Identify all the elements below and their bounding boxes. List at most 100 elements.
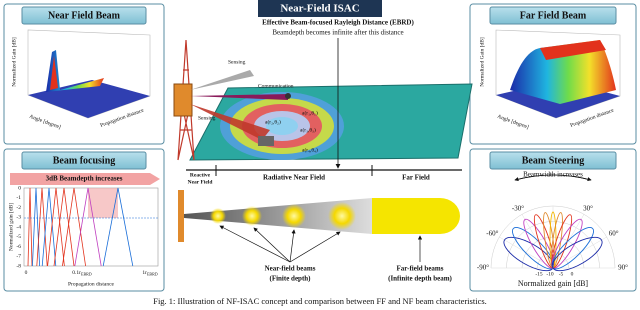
panel-title: Beam focusing bbox=[53, 155, 116, 166]
x-tick-label: 0 bbox=[25, 270, 28, 276]
sensing-beam bbox=[190, 104, 270, 140]
angle-label: -60° bbox=[486, 230, 498, 238]
arrow-band bbox=[10, 173, 160, 185]
beam-curve bbox=[53, 187, 75, 267]
point-label: a(r₄,θ₄) bbox=[302, 146, 318, 153]
beam-note: (Infinite depth beam) bbox=[388, 275, 452, 283]
surface-ridge bbox=[540, 40, 606, 60]
x-tick-label: 1rEBRD bbox=[142, 270, 157, 276]
x-label: Propagation distance bbox=[68, 281, 115, 287]
beam-focusing-panel: Beam focusing 3dB Beamdepth increases 0-… bbox=[3, 148, 165, 292]
antenna-array bbox=[173, 83, 193, 117]
beam-note: (Finite depth) bbox=[269, 275, 311, 283]
panel-header bbox=[21, 6, 147, 25]
z-label: Normalized Gain [dB] bbox=[479, 37, 485, 87]
pointer bbox=[289, 229, 296, 263]
beam-curve bbox=[27, 187, 33, 267]
y-tick-label: -2 bbox=[16, 205, 21, 211]
radial-tick: -10 bbox=[546, 271, 554, 277]
angle-label: 90° bbox=[618, 264, 628, 272]
zone-label: Far Field bbox=[402, 174, 430, 182]
angle-label: 60° bbox=[609, 230, 619, 238]
y-tick-label: -3 bbox=[16, 215, 21, 221]
z-label: Normalized Gain [dB] bbox=[11, 37, 17, 87]
ebrd-title: Effective Beam-focused Rayleigh Distance… bbox=[262, 19, 414, 27]
ebrd-note: Beamdepth becomes infinite after this di… bbox=[272, 29, 403, 37]
far-field-beam bbox=[372, 198, 460, 234]
axis-label: Normalized gain [dB] bbox=[518, 279, 589, 288]
link-label: Communication bbox=[258, 83, 294, 89]
point-label: a(r₂,θ₂) bbox=[265, 118, 281, 125]
arrow-label: 3dB Beamdepth increases bbox=[46, 175, 123, 183]
panel-title: Near Field Beam bbox=[48, 10, 121, 21]
focus-spot bbox=[328, 202, 356, 230]
beam-curve bbox=[62, 187, 86, 267]
radial-tick: -15 bbox=[535, 271, 543, 277]
arrow-label: Beamwidth increases bbox=[523, 171, 583, 179]
beam-spikes bbox=[24, 187, 158, 267]
panel-frame bbox=[3, 3, 165, 145]
x-tick-label: 0.1rEBRD bbox=[72, 270, 91, 276]
panel-header bbox=[21, 151, 147, 170]
near-field-panel: Near Field Beam Normalized Gain [dB] Ang… bbox=[3, 3, 165, 145]
caption: Fig. 1: Illustration of NF-ISAC concept … bbox=[153, 296, 487, 306]
arrow bbox=[514, 174, 592, 182]
x-tick-text: 0 bbox=[25, 270, 28, 276]
beam-lobe bbox=[551, 236, 603, 272]
scene: Effective Beam-focused Rayleigh Distance… bbox=[173, 19, 473, 283]
y-ticks: 0 -1 -2 -3 -4 -5 -6 -7 -8 bbox=[16, 185, 21, 269]
radial-tick: 0 bbox=[571, 271, 574, 277]
beam-steering-panel: Beam Steering Beamwidth increases -90° -6… bbox=[469, 148, 637, 292]
panel-header bbox=[489, 151, 617, 170]
x-tick-sub: EBRD bbox=[81, 271, 92, 276]
link-label: Sensing bbox=[198, 115, 216, 121]
y-tick-label: -7 bbox=[16, 254, 21, 260]
x-ticks: 0 0.1rEBRD 1rEBRD bbox=[25, 270, 158, 276]
y-tick-label: -8 bbox=[16, 263, 21, 269]
beam-cone bbox=[184, 198, 372, 234]
pointer bbox=[289, 231, 341, 263]
user bbox=[285, 93, 291, 99]
sensing-beam bbox=[190, 70, 254, 90]
pointer-arrows bbox=[219, 225, 423, 263]
coverage-zone bbox=[266, 117, 298, 135]
panel-header bbox=[489, 6, 617, 25]
title-box bbox=[258, 0, 382, 17]
zone-label: Radiative Near Field bbox=[263, 174, 325, 182]
link-label: Sensing bbox=[228, 59, 246, 65]
polar-plot: -90° -60° -30° 30° 60° 90° -15 -10 -5 0 bbox=[477, 205, 628, 278]
beam-label: Near-field beams bbox=[265, 265, 316, 273]
comm-beam bbox=[190, 94, 288, 100]
y-tick-label: -4 bbox=[16, 224, 21, 230]
point-label: a(r₃,θ₃) bbox=[300, 126, 316, 133]
beam-label: Far-field beams bbox=[397, 265, 444, 273]
pointer bbox=[219, 225, 291, 263]
y-tick-label: -5 bbox=[16, 234, 21, 240]
beam-curve bbox=[102, 187, 134, 267]
focus-spot bbox=[282, 204, 306, 228]
figure-title: Near-Field ISAC bbox=[280, 3, 359, 15]
angle-label: -90° bbox=[477, 264, 489, 272]
focus-spot bbox=[242, 206, 262, 226]
y-tick-label: 0 bbox=[18, 185, 21, 191]
polar-spoke bbox=[521, 214, 554, 269]
zone-label: Reactive bbox=[190, 172, 211, 178]
angle-label: -30° bbox=[512, 205, 524, 213]
far-field-panel: Far Field Beam Normalized Gain [dB] Angl… bbox=[469, 3, 637, 145]
surface-peak bbox=[50, 56, 58, 90]
x-tick-text: 0.1r bbox=[72, 270, 81, 276]
beam-curve bbox=[36, 187, 48, 267]
beam-curve bbox=[41, 187, 57, 267]
beam-curve bbox=[74, 187, 102, 267]
polar-spoke bbox=[552, 214, 585, 269]
zone-label: Near Field bbox=[188, 179, 213, 185]
beam-curve bbox=[47, 187, 65, 267]
x-tick-sub: EBRD bbox=[147, 271, 158, 276]
x-tick-text: 1r bbox=[142, 270, 147, 276]
focus-spot bbox=[210, 208, 226, 224]
point-label: a(r₁,θ₁) bbox=[302, 109, 318, 116]
surface-ridge bbox=[510, 40, 616, 104]
pointer bbox=[253, 227, 291, 263]
panel-title: Beam Steering bbox=[522, 155, 585, 166]
